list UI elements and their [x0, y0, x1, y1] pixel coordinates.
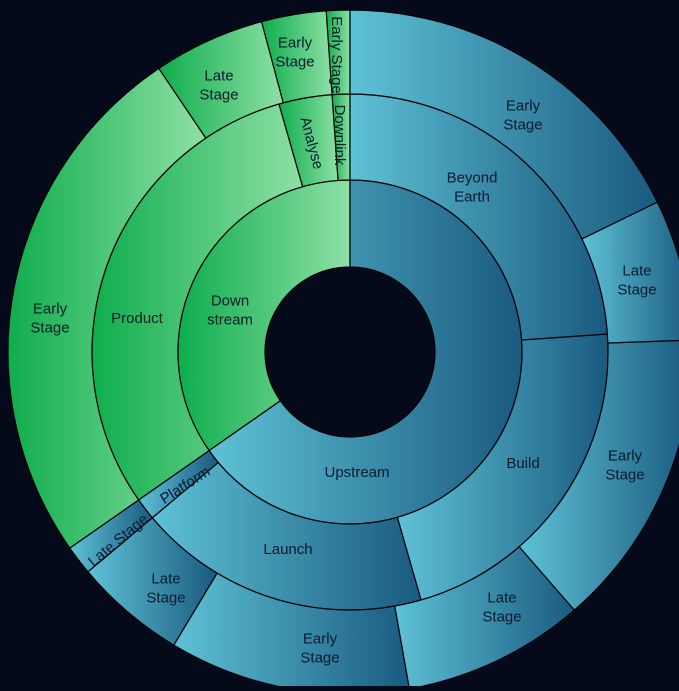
- segment-analyse-early-stage[interactable]: [260, 10, 333, 104]
- label-beyond-earth-early-stage: Early Stage: [503, 98, 542, 134]
- label-launch: Launch: [263, 541, 312, 558]
- label-beyond-earth: Beyond Earth: [447, 170, 498, 206]
- segment-product-late-stage[interactable]: [157, 20, 284, 139]
- segment-platform-late-stage[interactable]: [69, 499, 154, 573]
- label-product-late-stage: Late Stage: [199, 68, 238, 104]
- segment-build-early-stage[interactable]: [518, 339, 679, 611]
- label-build: Build: [506, 455, 539, 472]
- label-product-early-stage: Early Stage: [30, 301, 69, 337]
- segment-launch-early-stage[interactable]: [173, 572, 411, 691]
- segments-layer: [7, 9, 679, 691]
- label-beyond-earth-late-stage: Late Stage: [617, 263, 656, 299]
- label-downstream: Down stream: [207, 293, 253, 329]
- label-analyse-early-stage: Early Stage: [275, 35, 314, 71]
- label-downlink: Downlink: [331, 105, 348, 166]
- label-launch-late-stage: Late Stage: [146, 571, 185, 607]
- label-product: Product: [111, 310, 164, 327]
- label-launch-early-stage: Early Stage: [300, 631, 339, 667]
- label-build-late-stage: Late Stage: [482, 590, 521, 626]
- label-build-early-stage: Early Stage: [605, 448, 644, 484]
- segment-beyond-earth-early-stage[interactable]: [349, 9, 659, 240]
- label-upstream: Upstream: [324, 464, 389, 481]
- segment-launch-late-stage[interactable]: [87, 516, 218, 646]
- segment-product-early-stage[interactable]: [7, 67, 207, 549]
- segment-beyond-earth-late-stage[interactable]: [581, 201, 679, 344]
- label-downlink-early-stage: Early Stage: [328, 16, 345, 94]
